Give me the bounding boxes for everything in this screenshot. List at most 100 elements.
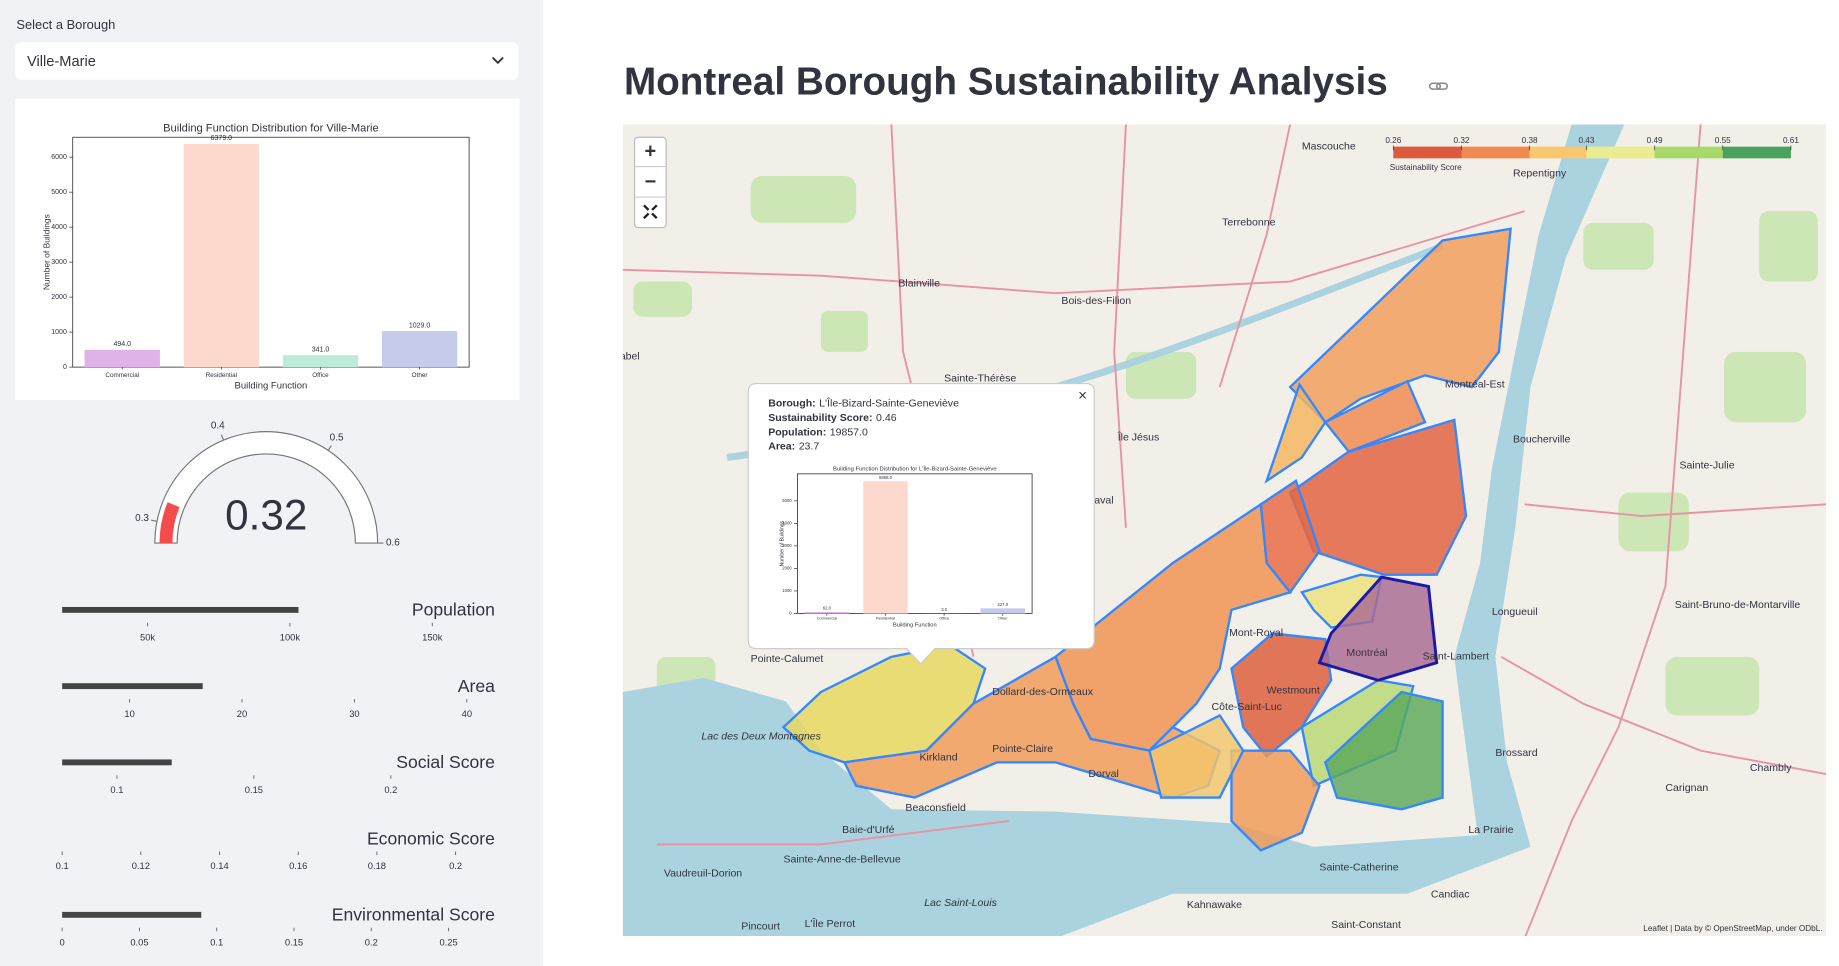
place-label: Kirkland xyxy=(920,751,958,763)
place-label: Pincourt xyxy=(741,920,780,932)
bar xyxy=(183,143,260,368)
link-icon[interactable] xyxy=(1428,82,1449,90)
colorbar-tick-label: 0.61 xyxy=(1783,136,1799,145)
borough xyxy=(1288,227,1512,424)
bar xyxy=(863,481,908,614)
y-tick-label: 1000 xyxy=(51,329,67,336)
place-label: Dorval xyxy=(1088,768,1118,780)
place-label: Lac Saint-Louis xyxy=(924,897,997,909)
bullet-title: Population xyxy=(412,600,495,620)
plot-frame xyxy=(797,473,1033,614)
field-value: 23.7 xyxy=(799,441,820,453)
y-tick-label: 6000 xyxy=(51,154,67,161)
value-label: 341.0 xyxy=(312,346,330,353)
y-tick-label: 5000 xyxy=(51,189,67,196)
place-label: Chambly xyxy=(1750,762,1792,774)
plot-frame xyxy=(72,136,470,368)
y-tick-label: 5000 xyxy=(782,498,792,503)
place-label: Île Jésus xyxy=(1117,430,1160,443)
gauge-bar xyxy=(159,502,180,544)
place-label: Montréal-Est xyxy=(1445,378,1505,390)
fullscreen[interactable] xyxy=(643,204,658,220)
borough xyxy=(1317,575,1439,682)
zoom-out[interactable]: − xyxy=(645,171,657,193)
place-label: Côte-Saint-Luc xyxy=(1212,701,1282,713)
bullet-tick-label: 30 xyxy=(349,709,359,719)
colorbar-title: Sustainability Score xyxy=(1390,163,1462,172)
borough xyxy=(1323,379,1427,453)
place-label: Westmount xyxy=(1267,685,1320,697)
place-label: Mirabel xyxy=(605,350,640,362)
zoom-in[interactable]: + xyxy=(645,141,657,163)
bullet-tick-label: 0.2 xyxy=(449,861,462,871)
map-popup: × Borough: L'Île-Bizard-Sainte-Geneviève S… xyxy=(747,382,1095,665)
select-box[interactable] xyxy=(15,42,519,80)
y-tick-label: 1000 xyxy=(782,588,792,593)
page-title: Montreal Borough Sustainability Analysis xyxy=(624,61,1388,104)
popup-close[interactable]: × xyxy=(1078,387,1087,404)
place-label: Kahnawake xyxy=(1187,899,1242,911)
bullet-tick-label: 0.18 xyxy=(368,861,386,871)
bar xyxy=(84,349,160,368)
place-label: Sainte-Julie xyxy=(1679,459,1734,471)
place-label: Saint-Lambert xyxy=(1423,651,1489,663)
bullet-tick-label: 0.1 xyxy=(210,937,223,947)
popup-field: Population: 19857.0 xyxy=(768,426,868,438)
field-label: Sustainability Score: xyxy=(768,412,872,424)
bullet-tick-label: 0.14 xyxy=(210,861,228,871)
place-label: Sainte-Catherine xyxy=(1319,862,1398,874)
zoom-control[interactable]: + − xyxy=(633,136,667,229)
borough xyxy=(1323,690,1444,811)
value-label: 227.0 xyxy=(997,602,1008,607)
y-axis-label: Number of Buildings xyxy=(42,214,52,290)
water xyxy=(622,124,1625,936)
place-label: Dollard-des-Ormeaux xyxy=(992,686,1094,698)
bullet-bar xyxy=(62,759,172,766)
bar xyxy=(282,355,359,368)
borough xyxy=(781,643,987,764)
bullet-tick-label: 0.25 xyxy=(439,937,457,947)
gauge-tick-label: 0.6 xyxy=(386,538,400,549)
x-axis-label: Building Function xyxy=(235,381,308,392)
bullet-tick-label: 50k xyxy=(140,633,155,643)
gauge-ring xyxy=(154,431,379,544)
map[interactable]: Mascouche Repentigny Terrebonne Blainville B… xyxy=(605,124,1827,938)
chevron[interactable] xyxy=(491,56,504,65)
colorbar-tick-label: 0.38 xyxy=(1522,136,1538,145)
place-label: Mascouche xyxy=(1302,140,1356,152)
colorbar-tick-label: 0.26 xyxy=(1385,136,1401,145)
place-label: Saint-Bruno-de-Montarville xyxy=(1675,599,1801,611)
place-label: Candiac xyxy=(1431,889,1470,901)
place-label: Terrebonne xyxy=(1222,217,1275,229)
borough xyxy=(1288,418,1468,576)
y-tick-label: 3000 xyxy=(782,543,792,548)
borough-select[interactable]: Ville-Marie xyxy=(15,42,519,80)
place-label: Saint-Constant xyxy=(1331,919,1401,931)
bullet-title: Environmental Score xyxy=(332,905,495,925)
place-label: Blainville xyxy=(898,278,940,290)
place-label: Carignan xyxy=(1665,782,1708,794)
x-tick-label: Residential xyxy=(206,372,237,379)
bullet-bar xyxy=(62,911,202,918)
place-label: Baie-d'Urfé xyxy=(842,824,895,836)
place-label: Brossard xyxy=(1495,747,1537,759)
x-tick-label: Residential xyxy=(876,616,895,620)
x-tick-label: Commercial xyxy=(817,616,837,620)
bullet-tick-label: 0.2 xyxy=(384,785,397,795)
chart-title: Building Function Distribution for L'Île… xyxy=(833,466,997,473)
place-label: Mont-Royal xyxy=(1229,627,1283,639)
select-value[interactable]: Ville-Marie xyxy=(27,54,96,70)
y-tick-label: 2000 xyxy=(51,294,67,301)
colorbar-tick-label: 0.43 xyxy=(1578,136,1594,145)
popup-field: Borough: L'Île-Bizard-Sainte-Geneviève xyxy=(768,396,959,409)
bullet-title: Economic Score xyxy=(367,828,495,848)
place-label: Longueuil xyxy=(1492,606,1538,618)
place-label: Pointe-Claire xyxy=(992,743,1053,755)
place-label: Repentigny xyxy=(1513,167,1567,179)
zoom-box xyxy=(633,136,667,229)
colorbar-segment xyxy=(1393,146,1462,159)
colorbar-segment xyxy=(1722,146,1791,159)
colorbar-segment xyxy=(1461,146,1530,159)
bullet-tick-label: 0.12 xyxy=(132,861,150,871)
